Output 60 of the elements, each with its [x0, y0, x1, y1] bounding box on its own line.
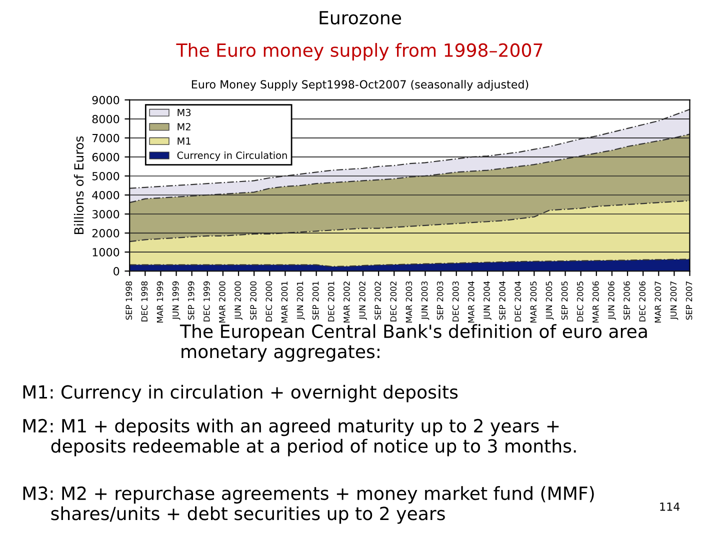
x-tick-label: MAR 1999 [156, 281, 164, 323]
x-tick-label: SEP 2004 [499, 281, 506, 320]
x-tick-label: DEC 2003 [452, 281, 459, 322]
legend-label: Currency in Circulation [177, 151, 287, 161]
text: M2: M1 + deposits with an agreed maturity up to 2 years + deposits redeemable at a period of notice up to 3 months. [23, 418, 576, 456]
x-tick-label: SEP 2005 [561, 282, 568, 320]
x-tick-label: MAR 2000 [219, 281, 226, 323]
text: 114 [660, 502, 680, 511]
x-tick-label: SEP 1999 [188, 281, 194, 320]
chart-subtitle: The Euro money supply from 1998–2007 [176, 42, 542, 60]
x-tick-label: MAR 2003 [406, 281, 412, 323]
x-tick-label: DEC 2006 [639, 281, 646, 322]
x-tick-label: SEP 2007 [686, 282, 692, 320]
text: M3: M2 + repurchase agreements + money market fund (MMF) shares/units + debt securities up to 2 years [23, 486, 594, 524]
text: M1: Currency in circulation + overnight deposits [23, 384, 458, 402]
x-tick-label: MAR 2002 [344, 282, 350, 323]
x-tick-label: JUN 2002 [359, 282, 367, 320]
x-tick-label: MAR 2004 [468, 281, 474, 323]
x-tick-label: JUN 2005 [546, 282, 554, 320]
x-tick-label: SEP 2006 [624, 281, 630, 320]
x-tick-label: JUN 2000 [234, 281, 242, 320]
x-tick-label: JUN 2003 [421, 281, 430, 320]
x-tick-label: MAR 2001 [281, 282, 288, 323]
x-tick-label: DEC 2004 [514, 281, 522, 322]
x-tick-label: SEP 2000 [250, 281, 256, 320]
x-tick-label: JUN 2007 [670, 282, 678, 320]
x-tick-label: DEC 2000 [266, 281, 272, 322]
y-tick-label: 1000 [92, 248, 120, 256]
y-tick-label: 6000 [92, 152, 120, 162]
y-tick-label: 2000 [92, 229, 120, 238]
x-tick-label: MAR 2006 [592, 281, 599, 323]
x-tick-label: DEC 2005 [576, 282, 584, 322]
x-tick-label: JUN 2006 [608, 281, 616, 320]
x-tick-label: JUN 2001 [296, 282, 305, 320]
legend-label: M2 [178, 123, 190, 130]
text: The European Central Bank's definition of euro area monetary aggregates: [180, 324, 647, 362]
x-tick-label: SEP 2001 [312, 282, 319, 320]
y-tick-label: 7000 [92, 134, 120, 142]
x-tick-label: MAR 2007 [654, 282, 662, 323]
y-tick-label: 5000 [92, 172, 120, 180]
x-tick-label: DEC 1998 [141, 281, 148, 322]
legend-label: M3 [178, 108, 191, 116]
x-tick-label: DEC 1999 [204, 281, 210, 322]
y-tick-label: 8000 [92, 114, 120, 124]
x-tick-label: MAR 2005 [530, 282, 537, 323]
y-tick-label: 9000 [92, 96, 120, 104]
legend-label: M1 [178, 137, 190, 145]
x-tick-label: DEC 2001 [328, 282, 334, 322]
y-tick-label: 0 [114, 267, 120, 276]
x-tick-label: SEP 2003 [436, 281, 444, 320]
chart-title: Eurozone [320, 11, 402, 25]
x-tick-label: SEP 1998 [126, 281, 132, 320]
x-tick-label: JUN 1999 [172, 281, 180, 320]
x-tick-label: JUN 2004 [484, 281, 492, 320]
text: Euro Money Supply Sept1998-Oct2007 (seasonally adjusted) [192, 80, 528, 91]
y-axis-title: Billions of Euros [74, 136, 84, 234]
x-tick-label: SEP 2002 [374, 282, 381, 320]
x-tick-label: DEC 2002 [390, 282, 397, 322]
y-tick-label: 3000 [92, 210, 120, 218]
y-tick-label: 4000 [92, 190, 120, 200]
